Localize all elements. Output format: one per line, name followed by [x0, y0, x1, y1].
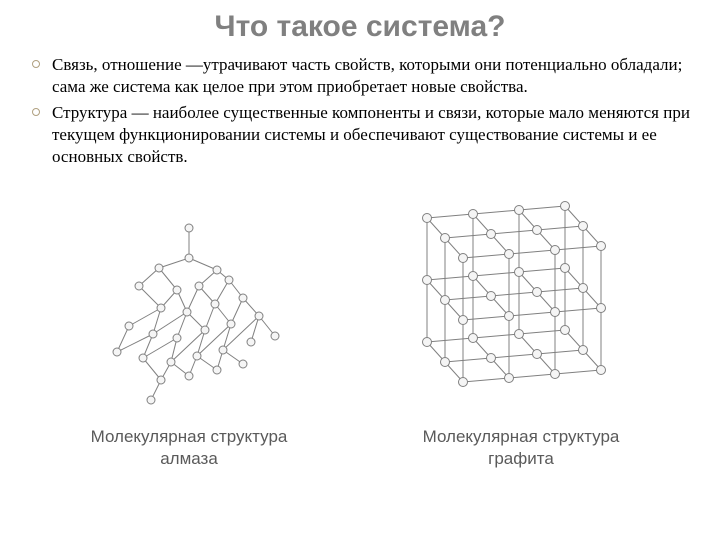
diagrams-row: Молекулярная структура алмаза Молекулярн…	[28, 188, 692, 469]
bullet-ring-icon	[32, 108, 40, 116]
caption-line: графита	[423, 448, 620, 469]
graphite-diagram-block: Молекулярная структура графита	[391, 188, 651, 469]
bullet-item: Связь, отношение —утрачивают часть свойс…	[32, 54, 692, 98]
diamond-structure-diagram	[69, 208, 309, 418]
caption-line: алмаза	[91, 448, 288, 469]
bullet-list: Связь, отношение —утрачивают часть свойс…	[28, 54, 692, 168]
caption-line: Молекулярная структура	[91, 426, 288, 447]
bullet-item: Структура — наиболее существенные компон…	[32, 102, 692, 168]
graphite-caption: Молекулярная структура графита	[423, 426, 620, 469]
bullet-text: Связь, отношение —утрачивают часть свойс…	[52, 54, 692, 98]
caption-line: Молекулярная структура	[423, 426, 620, 447]
bullet-ring-icon	[32, 60, 40, 68]
graphite-structure-diagram	[391, 188, 651, 418]
diamond-diagram-block: Молекулярная структура алмаза	[69, 208, 309, 469]
diamond-caption: Молекулярная структура алмаза	[91, 426, 288, 469]
page-title: Что такое система?	[28, 10, 692, 44]
bullet-text: Структура — наиболее существенные компон…	[52, 102, 692, 168]
